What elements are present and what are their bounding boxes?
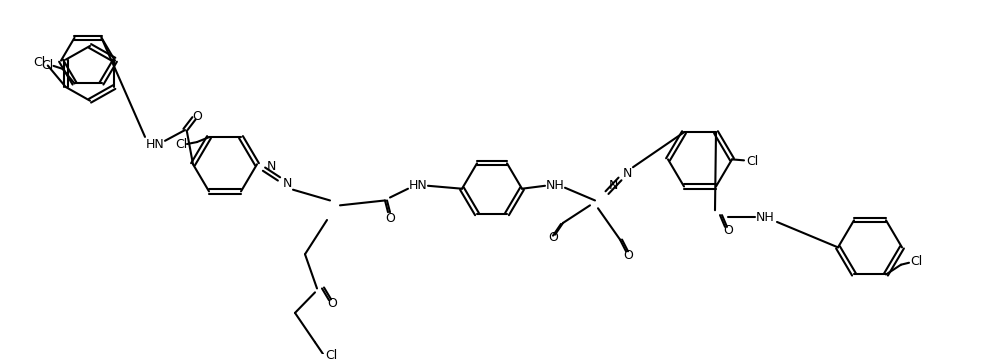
Text: HN: HN xyxy=(146,138,164,151)
Text: N: N xyxy=(622,167,632,180)
Text: NH: NH xyxy=(756,211,774,224)
Text: O: O xyxy=(385,211,395,224)
Text: O: O xyxy=(548,231,558,244)
Text: Cl: Cl xyxy=(910,255,922,268)
Text: O: O xyxy=(723,224,733,237)
Text: Cl: Cl xyxy=(325,349,338,362)
Text: N: N xyxy=(282,177,291,190)
Text: N: N xyxy=(267,160,276,173)
Text: O: O xyxy=(192,110,202,123)
Text: Cl: Cl xyxy=(33,56,46,69)
Text: Cl: Cl xyxy=(175,138,187,151)
Text: Cl: Cl xyxy=(746,155,759,168)
Text: O: O xyxy=(327,296,337,310)
Text: HN: HN xyxy=(408,179,427,192)
Text: O: O xyxy=(623,249,633,262)
Text: N: N xyxy=(608,179,618,192)
Text: NH: NH xyxy=(545,179,565,192)
Text: Cl: Cl xyxy=(41,59,53,72)
